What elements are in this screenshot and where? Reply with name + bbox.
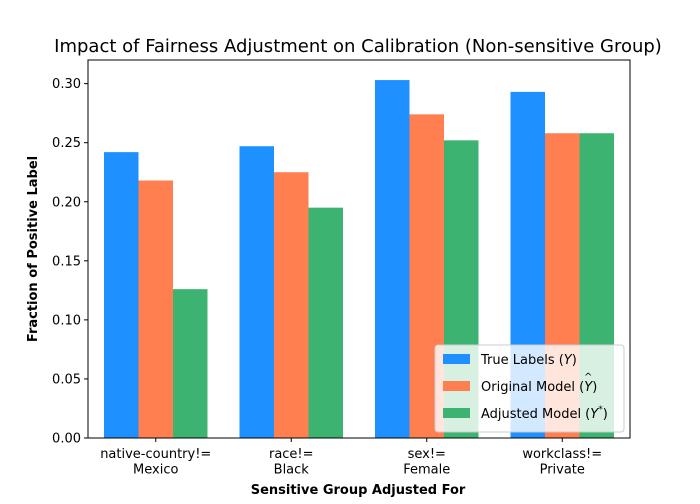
bar-series-2-category-1 [308, 207, 343, 438]
bar-series-1-category-1 [274, 172, 309, 438]
legend-swatch [443, 354, 470, 364]
legend-label: Adjusted Model (Y*) [481, 405, 608, 422]
y-tick-label: 0.10 [52, 313, 81, 328]
y-tick-label: 0.15 [52, 254, 81, 269]
legend: True Labels (Y) Original Model (Y) Adjuste… [434, 344, 625, 433]
legend-label: Original Model (Y) [481, 380, 597, 395]
x-tick-label: sex!= Female [403, 447, 450, 478]
bar-series-1-category-0 [138, 180, 173, 439]
chart-title: Impact of Fairness Adjustment on Calibra… [54, 36, 662, 57]
bar-series-2-category-0 [173, 289, 208, 438]
y-axis-label: Fraction of Positive Label [26, 156, 41, 342]
bar-series-0-category-2 [375, 80, 410, 438]
x-axis-label: Sensitive Group Adjusted For [251, 483, 466, 498]
y-tick-label: 0.25 [52, 136, 81, 151]
y-tick-label: 0.05 [52, 372, 81, 387]
legend-swatch [443, 381, 470, 391]
x-tick-label: workclass!= Private [522, 447, 602, 478]
x-tick-label: native-country!= Mexico [100, 447, 211, 478]
y-tick-label: 0.30 [52, 77, 81, 92]
bar-series-0-category-1 [239, 146, 274, 439]
bar-series-0-category-0 [104, 152, 139, 438]
legend-hat-mark: ^ [584, 372, 592, 383]
y-tick-label: 0.00 [52, 432, 81, 447]
legend-label: True Labels (Y) [480, 353, 577, 368]
x-tick-label: race!= Black [269, 447, 314, 478]
legend-box [434, 344, 625, 433]
axes-frame [87, 59, 631, 439]
legend-swatch [443, 408, 470, 418]
y-tick-label: 0.20 [52, 195, 81, 210]
